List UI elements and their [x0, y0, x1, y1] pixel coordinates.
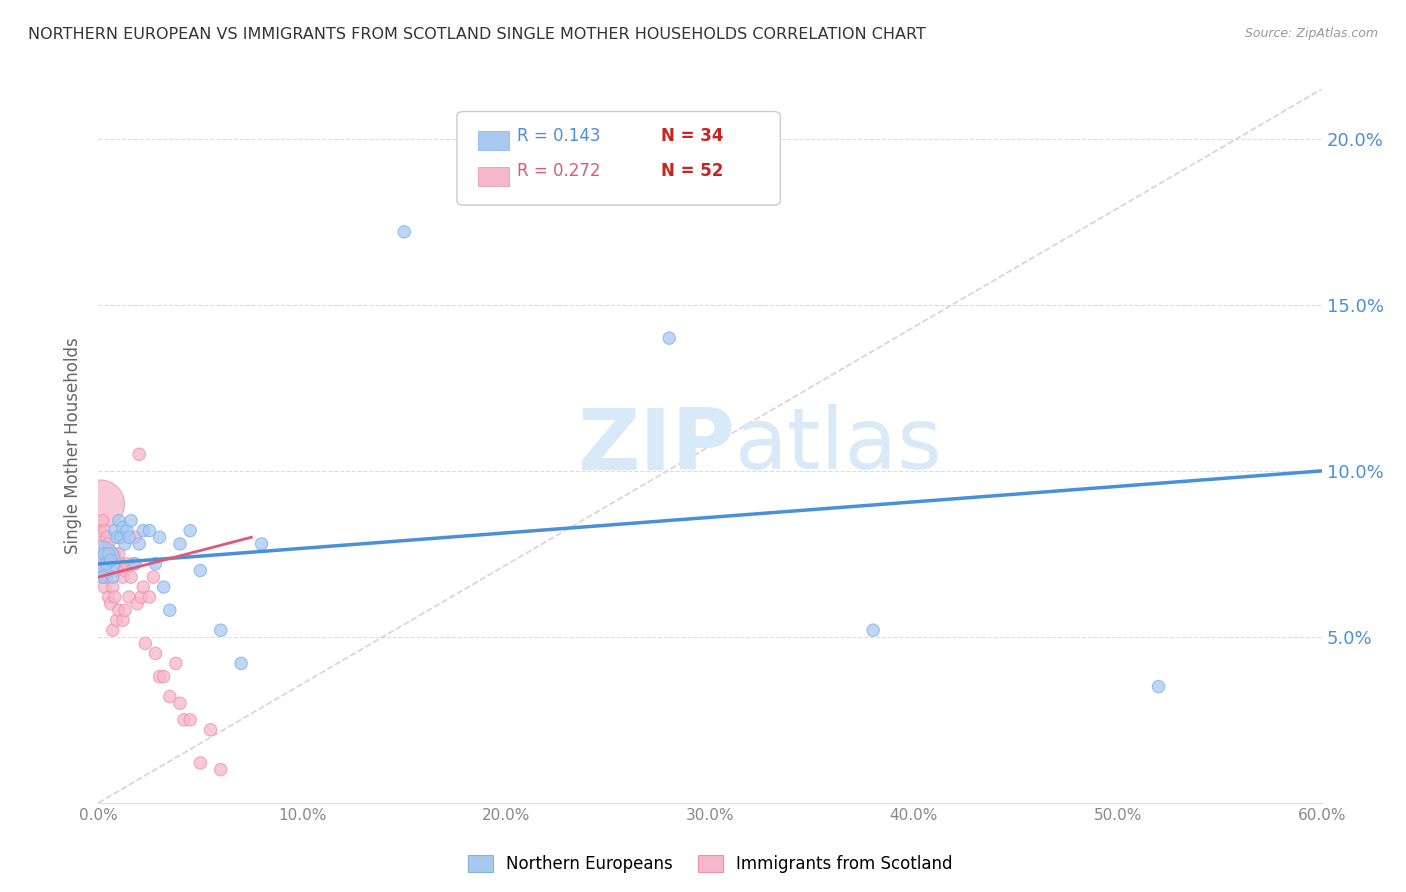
Point [159, 603, 181, 617]
Point [120, 514, 142, 528]
Point [145, 647, 167, 661]
Point [91, 537, 114, 551]
Point [114, 603, 136, 617]
Point [134, 636, 156, 650]
Point [165, 657, 187, 671]
Point [91, 570, 114, 584]
Point [111, 570, 134, 584]
Point [96, 570, 118, 584]
Point [124, 557, 146, 571]
Point [200, 723, 222, 737]
Point [111, 613, 134, 627]
Point [114, 537, 136, 551]
Point [105, 613, 128, 627]
Point [129, 590, 152, 604]
Point [108, 514, 131, 528]
Point [127, 597, 149, 611]
Point [105, 530, 128, 544]
Point [169, 537, 191, 551]
Point [104, 547, 127, 561]
Point [118, 590, 141, 604]
Point [108, 547, 131, 561]
Point [93, 547, 115, 561]
Point [132, 524, 155, 538]
Point [169, 696, 191, 710]
Point [93, 557, 115, 571]
Point [149, 670, 172, 684]
Point [118, 530, 141, 544]
Point [250, 537, 273, 551]
Point [209, 763, 232, 777]
Text: NORTHERN EUROPEAN VS IMMIGRANTS FROM SCOTLAND SINGLE MOTHER HOUSEHOLDS CORRELATI: NORTHERN EUROPEAN VS IMMIGRANTS FROM SCO… [28, 27, 927, 42]
Point [97, 590, 120, 604]
Point [115, 557, 138, 571]
Point [111, 520, 134, 534]
Text: Source: ZipAtlas.com: Source: ZipAtlas.com [1244, 27, 1378, 40]
Point [149, 530, 172, 544]
Y-axis label: Single Mother Households: Single Mother Households [65, 338, 83, 554]
Point [1147, 680, 1170, 694]
Point [101, 547, 124, 561]
Point [132, 580, 155, 594]
Point [97, 547, 120, 561]
Point [392, 225, 416, 239]
Point [142, 570, 165, 584]
Point [152, 580, 174, 594]
Point [128, 537, 150, 551]
Point [173, 713, 195, 727]
Point [101, 624, 124, 638]
Point [862, 624, 884, 638]
Point [105, 564, 128, 578]
Point [152, 670, 174, 684]
Point [188, 756, 212, 770]
Point [89, 524, 111, 538]
Point [108, 603, 131, 617]
Point [124, 530, 146, 544]
Point [115, 524, 138, 538]
Point [138, 524, 160, 538]
Point [188, 564, 212, 578]
Point [89, 557, 111, 571]
Point [101, 570, 124, 584]
Point [100, 553, 122, 567]
Point [122, 557, 145, 571]
Point [110, 557, 132, 571]
Point [100, 547, 122, 561]
Text: atlas: atlas [734, 404, 942, 488]
Point [209, 624, 232, 638]
Point [138, 590, 160, 604]
Legend: Northern Europeans, Immigrants from Scotland: Northern Europeans, Immigrants from Scot… [461, 848, 959, 880]
Point [114, 564, 136, 578]
Point [93, 580, 115, 594]
Point [89, 553, 111, 567]
Point [159, 690, 181, 704]
Point [100, 597, 122, 611]
Point [120, 570, 142, 584]
Point [231, 657, 253, 671]
Point [104, 524, 127, 538]
Text: N = 34: N = 34 [661, 127, 723, 145]
Point [128, 447, 150, 461]
Point [658, 331, 681, 345]
Text: R = 0.143: R = 0.143 [517, 127, 600, 145]
Point [91, 514, 114, 528]
Text: N = 52: N = 52 [661, 162, 723, 180]
Point [89, 497, 111, 511]
Point [110, 530, 132, 544]
Point [91, 570, 114, 584]
Point [96, 530, 118, 544]
Point [104, 590, 127, 604]
Point [101, 580, 124, 594]
Point [179, 524, 201, 538]
Point [97, 537, 120, 551]
Point [93, 524, 115, 538]
Point [96, 557, 118, 571]
Text: R = 0.272: R = 0.272 [517, 162, 600, 180]
Point [179, 713, 201, 727]
Text: ZIP: ZIP [576, 404, 734, 488]
Point [145, 557, 167, 571]
